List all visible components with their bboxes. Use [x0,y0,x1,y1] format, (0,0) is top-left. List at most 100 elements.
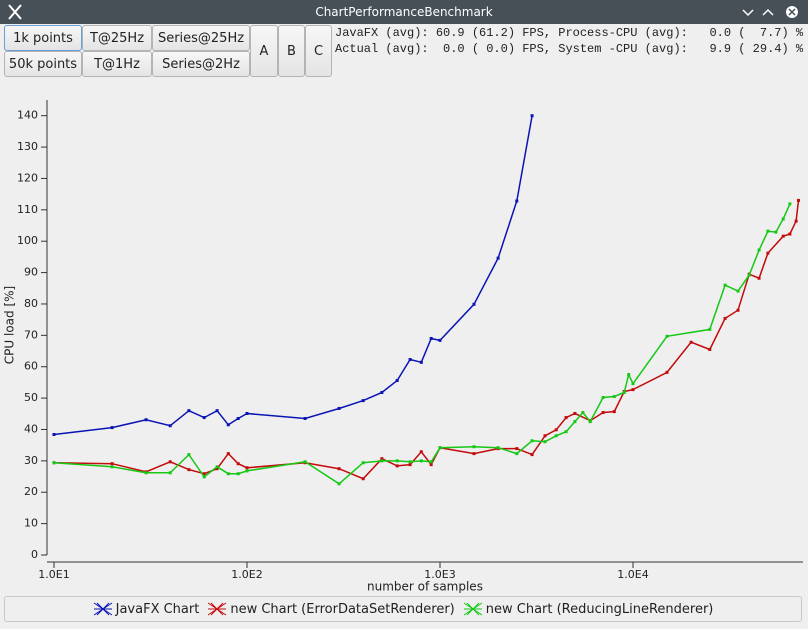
y-axis-title: CPU load [%] [3,286,17,364]
data-point [601,395,605,399]
data-point [472,452,476,456]
data-point [515,452,519,456]
data-point [245,466,249,470]
button[interactable]: 50k points [4,51,82,77]
data-point [144,471,148,475]
data-point [612,395,616,399]
data-point [395,379,399,383]
y-tick-label: 120 [17,171,38,184]
data-point [757,276,761,280]
data-point [796,198,800,202]
button[interactable]: B [278,25,305,77]
data-point [631,388,635,392]
data-point [515,199,519,203]
button[interactable]: Series@25Hz [152,25,250,51]
data-point [788,202,792,206]
data-point [788,232,792,236]
data-point [236,417,240,420]
legend-label: new Chart (ReducingLineRenderer) [485,601,714,617]
data-point [380,459,384,463]
data-point [723,283,727,287]
y-tick-label: 0 [31,548,38,561]
data-point [766,251,770,255]
legend-swatch [93,602,112,616]
status-line: Actual (avg): 0.0 ( 0.0) FPS, System -CP… [335,42,804,56]
data-point [226,423,230,427]
legend-item: new Chart (ReducingLineRenderer) [463,601,714,617]
legend-icon [93,602,112,616]
chart: CPU load [%] number of samples 0 10 20 30 40… [3,100,803,594]
button[interactable]: C [305,25,332,77]
data-point [187,409,191,413]
data-point [215,409,219,413]
data-point [472,445,476,449]
y-tick-label: 50 [24,391,38,404]
y-tick-label: 20 [24,485,38,498]
data-point [794,219,798,223]
button[interactable]: A [250,25,278,77]
y-tick-label: 100 [17,234,38,247]
data-point [168,424,172,428]
data-point [245,469,249,473]
data-point [361,399,365,403]
data-point [747,273,751,277]
data-point [236,472,240,476]
data-point [380,390,384,394]
legend-label: new Chart (ErrorDataSetRenderer) [230,601,455,617]
button[interactable]: Series@2Hz [152,51,250,77]
data-point [361,477,365,481]
data-point [554,434,558,438]
data-point [530,453,534,457]
y-tick-label: 110 [17,203,38,216]
data-point [110,426,114,430]
x-axis-title: number of samples [367,580,483,594]
data-point [665,370,669,374]
series-line [53,203,791,485]
data-point [689,340,693,344]
y-tick-label: 60 [24,360,38,373]
data-point [766,229,770,233]
y-tick-label: 30 [24,454,38,467]
button[interactable]: T@1Hz [82,51,152,77]
data-point [736,308,740,312]
legend-icon [463,602,483,616]
data-point [438,446,442,450]
y-tick-label: 40 [24,422,38,435]
legend-swatch [463,602,483,616]
data-point [781,234,785,238]
button[interactable]: T@25Hz [82,25,152,51]
data-point [419,450,423,454]
data-point [496,256,500,260]
series-line [53,115,533,436]
data-point [736,289,740,293]
data-point [601,411,605,415]
window-title: ChartPerformanceBenchmark [315,5,493,19]
data-point [144,418,148,422]
data-point [408,463,412,467]
data-point [543,434,547,438]
data-point [438,338,442,342]
legend-item: JavaFX Chart [93,601,199,617]
data-point [202,416,206,420]
data-point [408,460,412,464]
data-point [581,411,585,415]
data-point [723,316,727,320]
data-point [622,390,626,394]
legend-swatch [208,602,227,616]
data-point [168,471,172,475]
status-line: JavaFX (avg): 60.9 (61.2) FPS, Process-C… [335,26,804,40]
data-point [496,446,500,450]
data-point [631,382,635,386]
data-point [530,114,534,118]
button[interactable]: 1k points [4,25,82,51]
y-tick-label: 10 [24,517,38,530]
data-point [588,420,592,424]
data-point [429,460,433,464]
status-panel: JavaFX (avg): 60.9 (61.2) FPS, Process-C… [335,25,803,57]
data-point [515,447,519,451]
window-controls[interactable] [736,0,806,24]
x-tick-label: 1.0E2 [231,568,262,581]
data-point [236,462,240,466]
data-point [708,347,712,351]
